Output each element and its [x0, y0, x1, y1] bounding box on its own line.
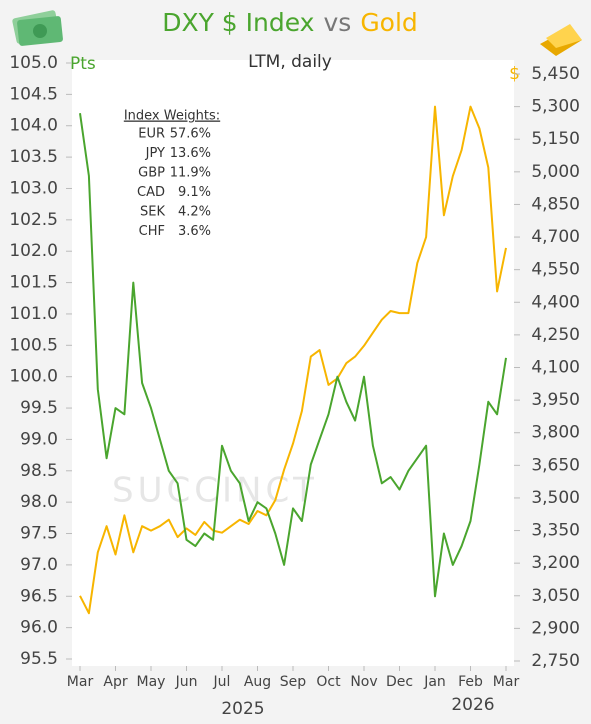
watermark: SUCCINCT: [112, 471, 318, 511]
weight-currency: SEK: [140, 205, 165, 220]
y-tick-label: 102.0: [9, 241, 58, 261]
weight-currency: CHF: [139, 224, 165, 239]
weight-currency: CAD: [137, 185, 165, 200]
line-dxy: [79, 113, 507, 598]
subtitle: LTM, daily: [248, 52, 332, 72]
weight-value: 11.9%: [170, 166, 211, 181]
weight-currency: JPY: [145, 146, 165, 161]
y-tick-label: 100.0: [9, 367, 58, 387]
x-tick-label: Feb: [458, 674, 483, 690]
y2-tick-label: 5,000: [531, 162, 580, 182]
year-label: 2025: [221, 699, 264, 719]
line-gold: [79, 105, 507, 615]
x-tick-label: Mar: [493, 674, 520, 690]
y2-tick-label: 3,200: [531, 553, 580, 573]
y-tick-label: 100.5: [9, 335, 58, 355]
x-tick-label: Aug: [244, 674, 271, 690]
y2-tick-label: 4,550: [531, 260, 580, 280]
weight-value: 3.6%: [178, 224, 211, 239]
y2-tick-label: 3,500: [531, 488, 580, 508]
y2-tick-label: 4,100: [531, 358, 580, 378]
y-tick-label: 98.5: [20, 461, 58, 481]
y-tick-label: 103.5: [9, 147, 58, 167]
y-tick-label: 105.0: [9, 53, 58, 73]
x-tick-label: Sep: [280, 674, 307, 690]
x-tick-label: May: [137, 674, 166, 690]
year-label: 2026: [451, 695, 494, 715]
y-tick-label: 104.0: [9, 116, 58, 136]
y2-tick-label: 5,150: [531, 129, 580, 149]
weight-value: 13.6%: [170, 146, 211, 161]
y-tick-label: 103.0: [9, 178, 58, 198]
y-tick-label: 102.5: [9, 210, 58, 230]
y2-tick-label: 4,850: [531, 194, 580, 214]
y2-tick-label: 3,650: [531, 455, 580, 475]
x-tick-label: Dec: [386, 674, 413, 690]
title-gold: Gold: [360, 8, 417, 37]
y2-tick-label: 3,800: [531, 423, 580, 443]
x-tick-label: Oct: [316, 674, 341, 690]
weight-value: 57.6%: [170, 127, 211, 142]
x-tick-label: Jan: [423, 674, 446, 690]
y-tick-label: 96.5: [20, 586, 58, 606]
y-tick-label: 101.0: [9, 304, 58, 324]
y-tick-label: 97.5: [20, 524, 58, 544]
y-tick-label: 99.0: [20, 429, 58, 449]
x-tick-label: Jun: [175, 674, 198, 690]
y-tick-label: 99.5: [20, 398, 58, 418]
weight-value: 9.1%: [178, 185, 211, 200]
x-tick-label: Mar: [67, 674, 94, 690]
y-tick-label: 96.0: [20, 618, 58, 638]
x-tick-label: Nov: [350, 674, 377, 690]
gold-icon: [540, 24, 582, 56]
weights-title: Index Weights:: [124, 109, 220, 124]
y-tick-label: 97.0: [20, 555, 58, 575]
money-icon: [12, 10, 63, 46]
y-tick-label: 104.5: [9, 84, 58, 104]
y2-tick-label: 4,250: [531, 325, 580, 345]
y2-tick-label: 2,900: [531, 618, 580, 638]
x-tick-label: Apr: [103, 674, 127, 690]
plot-area: [72, 60, 514, 666]
weight-value: 4.2%: [178, 205, 211, 220]
y2-tick-label: 5,450: [531, 64, 580, 84]
y2-tick-label: 3,050: [531, 586, 580, 606]
y-tick-label: 95.5: [20, 649, 58, 669]
title-vs: vs: [323, 8, 351, 37]
y-tick-label: 101.5: [9, 273, 58, 293]
weight-currency: EUR: [138, 127, 165, 142]
y2-tick-label: 4,400: [531, 292, 580, 312]
y2-tick-label: 5,300: [531, 97, 580, 117]
weight-currency: GBP: [138, 166, 165, 181]
y2-tick-label: 3,950: [531, 390, 580, 410]
title-dxy: DXY $ Index: [162, 8, 314, 37]
y-tick-label: 98.0: [20, 492, 58, 512]
y2-tick-label: 2,750: [531, 651, 580, 671]
y-axis-label: Pts: [70, 54, 96, 74]
y2-tick-label: 3,350: [531, 521, 580, 541]
y2-tick-label: 4,700: [531, 227, 580, 247]
x-tick-label: Jul: [213, 674, 231, 690]
